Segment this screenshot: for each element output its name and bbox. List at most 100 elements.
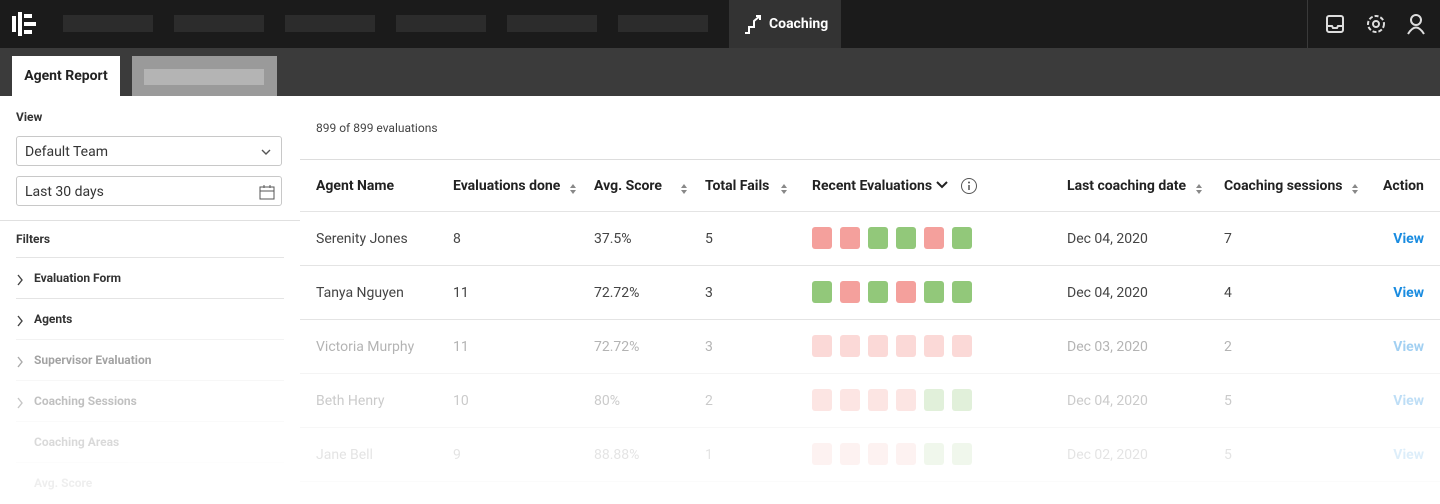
evaluation-square[interactable] — [924, 281, 944, 303]
cell: Dec 02, 2020 — [1067, 447, 1148, 463]
view-link[interactable]: View — [1393, 285, 1424, 301]
team-select[interactable]: Default Team — [16, 136, 282, 166]
sort-icon[interactable] — [1351, 180, 1359, 194]
divider — [300, 373, 1440, 374]
divider — [1307, 0, 1308, 48]
evaluation-square[interactable] — [868, 443, 888, 465]
column-header[interactable]: Coaching sessions — [1224, 178, 1343, 194]
select-value: Default Team — [25, 144, 108, 160]
cell: Dec 04, 2020 — [1067, 393, 1148, 409]
nav-tab-active[interactable]: Coaching — [729, 0, 841, 48]
view-link[interactable]: View — [1393, 393, 1424, 409]
nav-placeholder[interactable] — [618, 15, 708, 32]
sort-icon[interactable] — [680, 180, 688, 194]
evaluation-square[interactable] — [952, 227, 972, 249]
evaluation-square[interactable] — [952, 443, 972, 465]
column-header: Action — [1383, 178, 1424, 194]
filter-item[interactable]: Evaluation Form — [16, 257, 284, 298]
sort-icon[interactable] — [569, 180, 577, 194]
inbox-icon[interactable] — [1325, 14, 1345, 34]
evaluation-square[interactable] — [896, 443, 916, 465]
filter-item[interactable]: Avg. Score — [16, 462, 284, 503]
nav-placeholder[interactable] — [507, 15, 597, 32]
filter-item[interactable]: Coaching Sessions — [16, 380, 284, 421]
select-value: Last 30 days — [25, 184, 104, 200]
evaluation-square[interactable] — [952, 281, 972, 303]
divider — [300, 159, 1440, 160]
column-header[interactable]: Total Fails — [705, 178, 770, 194]
cell: 2 — [1224, 339, 1232, 355]
view-link[interactable]: View — [1393, 231, 1424, 247]
cell: 9 — [453, 447, 461, 463]
evaluation-square[interactable] — [868, 227, 888, 249]
cell: 5 — [1224, 393, 1232, 409]
nav-placeholder[interactable] — [174, 15, 264, 32]
calendar-icon — [259, 185, 275, 200]
cell: Jane Bell — [316, 447, 373, 463]
divider — [0, 220, 300, 221]
evaluation-square[interactable] — [924, 227, 944, 249]
divider — [300, 427, 1440, 428]
cell: 88.88% — [594, 447, 640, 463]
cell: 8 — [453, 231, 461, 247]
column-header[interactable]: Last coaching date — [1067, 178, 1186, 194]
tab[interactable] — [132, 56, 277, 96]
tab-bar: Agent Report — [0, 48, 1440, 96]
divider — [300, 319, 1440, 320]
evaluation-square[interactable] — [896, 335, 916, 357]
column-header[interactable]: Avg. Score — [594, 178, 662, 194]
evaluation-square[interactable] — [868, 335, 888, 357]
logo — [12, 12, 36, 36]
evaluation-square[interactable] — [896, 389, 916, 411]
evaluation-square[interactable] — [812, 389, 832, 411]
filter-item[interactable]: Supervisor Evaluation — [16, 339, 284, 380]
evaluation-square[interactable] — [812, 281, 832, 303]
cell: 72.72% — [594, 285, 640, 301]
nav-placeholder[interactable] — [396, 15, 486, 32]
chevron — [16, 394, 24, 409]
divider — [300, 265, 1440, 266]
dropdown-info[interactable] — [936, 177, 978, 195]
view-link[interactable]: View — [1393, 339, 1424, 355]
evaluation-square[interactable] — [840, 443, 860, 465]
evaluation-square[interactable] — [896, 227, 916, 249]
user-icon[interactable] — [1406, 13, 1426, 35]
evaluation-square[interactable] — [924, 443, 944, 465]
settings-icon[interactable] — [1365, 13, 1387, 35]
evaluation-square[interactable] — [868, 389, 888, 411]
evaluation-square[interactable] — [896, 281, 916, 303]
cell: Dec 04, 2020 — [1067, 285, 1148, 301]
filter-item[interactable]: Coaching Areas — [16, 421, 284, 462]
evaluation-square[interactable] — [840, 227, 860, 249]
cell: 2 — [705, 393, 713, 409]
cell: Tanya Nguyen — [316, 285, 404, 301]
evaluation-square[interactable] — [840, 335, 860, 357]
column-header[interactable]: Evaluations done — [453, 178, 561, 194]
evaluation-square[interactable] — [924, 335, 944, 357]
view-link[interactable]: View — [1393, 447, 1424, 463]
cell: 11 — [453, 285, 469, 301]
evaluation-square[interactable] — [952, 389, 972, 411]
sort-icon[interactable] — [780, 180, 788, 194]
date-select[interactable]: Last 30 days — [16, 176, 282, 206]
nav-placeholder[interactable] — [285, 15, 375, 32]
nav-placeholder[interactable] — [63, 15, 153, 32]
nav-tab-label: Coaching — [769, 16, 829, 32]
filters-label: Filters — [16, 232, 51, 246]
evaluation-square[interactable] — [924, 389, 944, 411]
evaluation-square[interactable] — [868, 281, 888, 303]
cell: 5 — [705, 231, 713, 247]
sort-icon[interactable] — [1195, 180, 1203, 194]
evaluation-square[interactable] — [952, 335, 972, 357]
tab[interactable]: Agent Report — [12, 56, 120, 96]
evaluation-square[interactable] — [812, 335, 832, 357]
evaluation-square[interactable] — [840, 281, 860, 303]
evaluation-square[interactable] — [812, 443, 832, 465]
filter-item[interactable]: Agents — [16, 298, 284, 339]
cell: 80% — [594, 393, 620, 409]
evaluation-square[interactable] — [840, 389, 860, 411]
page: Coaching Agent Report View Default Team … — [0, 0, 1440, 490]
cell: 3 — [705, 285, 713, 301]
evaluation-square[interactable] — [812, 227, 832, 249]
cell: 5 — [1224, 447, 1232, 463]
